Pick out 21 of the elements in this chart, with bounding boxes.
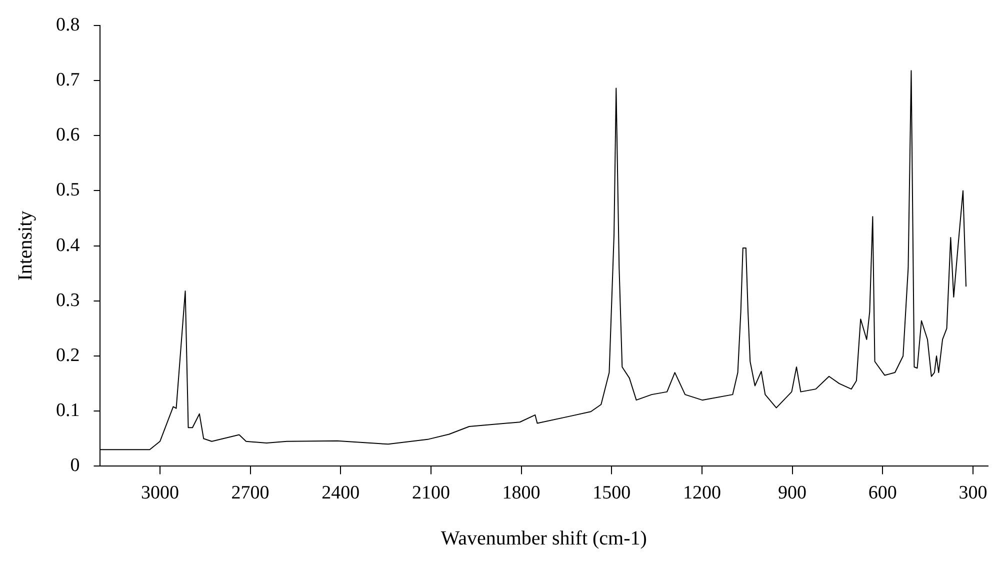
y-tick-label: 0.8 [56,14,80,36]
y-tick-label: 0.5 [56,180,80,201]
x-tick-label: 2100 [412,482,450,504]
x-tick-label: 1200 [682,482,721,504]
y-tick-label: 0.3 [56,290,80,311]
x-tick-label: 900 [778,482,807,504]
x-axis-title: Wavenumber shift (cm-1) [440,527,647,550]
x-tick-label: 600 [868,482,897,504]
x-tick-label: 2400 [322,482,360,504]
y-tick-label: 0.7 [56,69,80,90]
y-tick-label: 0.6 [56,124,80,146]
y-tick-label: 0.4 [56,234,80,256]
x-tick-label: 300 [958,482,988,504]
x-tick-label: 2700 [231,482,270,504]
y-tick-label: 0.2 [56,344,80,366]
x-tick-label: 3000 [140,482,179,504]
y-tick-label: 0 [70,455,80,476]
y-tick-label: 0.1 [56,400,80,422]
x-tick-label: 1500 [592,482,631,504]
x-tick-label: 1800 [502,482,540,504]
y-axis-title: Intensity [14,210,36,281]
